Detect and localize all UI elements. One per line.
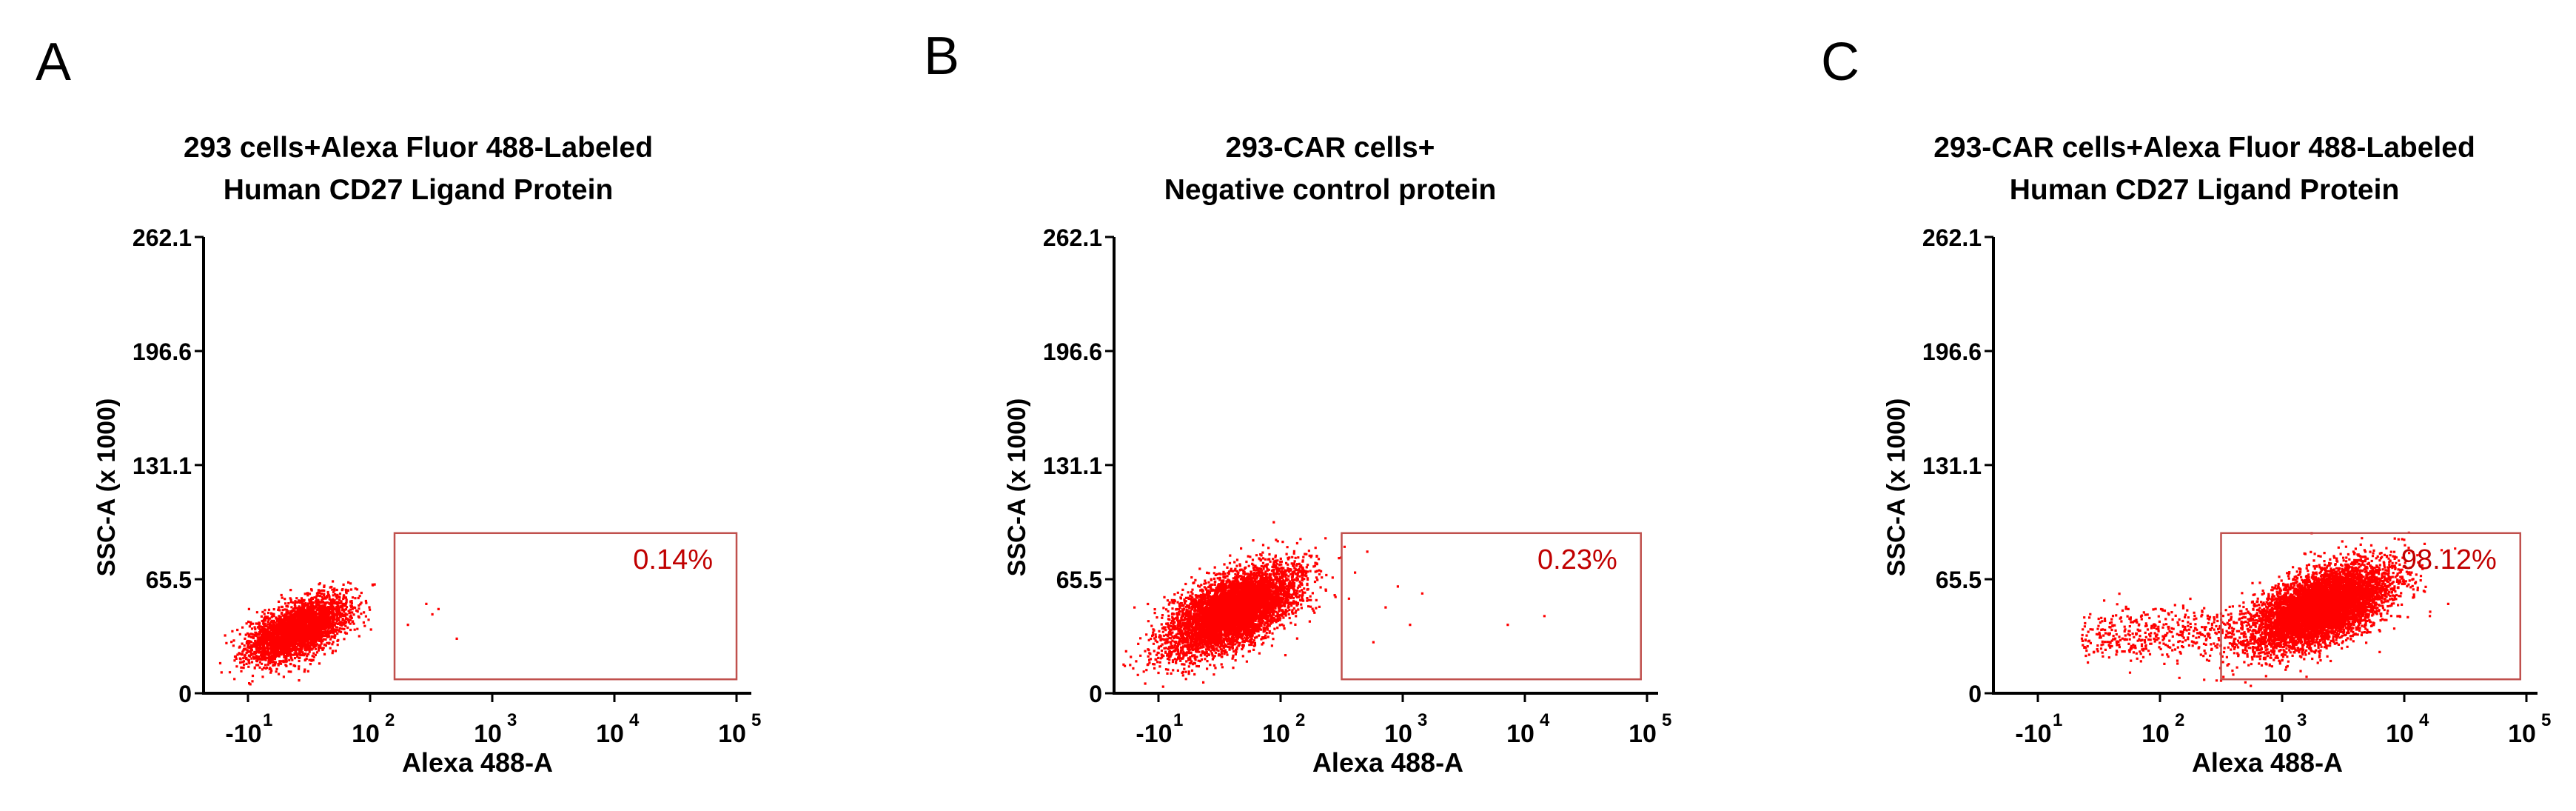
gate-rectangle [393, 532, 738, 681]
panel-b: B 293-CAR cells+ Negative control protei… [924, 27, 1671, 778]
x-tick-label-exponent: 4 [629, 710, 640, 730]
x-tick-label-exponent: 2 [1295, 710, 1305, 730]
y-tick-label: 65.5 [146, 567, 192, 593]
x-tick-label-base: 10 [1262, 720, 1290, 748]
y-tick-label: 262.1 [133, 224, 192, 251]
x-tick-label-base: -10 [2015, 720, 2051, 748]
y-tick-label: 196.6 [1922, 338, 1982, 365]
panel-title-line-1: 293-CAR cells+ [1226, 132, 1435, 164]
x-tick-label-exponent: 1 [2053, 710, 2062, 730]
x-axis-title: Alexa 488-A [402, 747, 553, 778]
x-axis-title: Alexa 488-A [1312, 747, 1463, 778]
x-tick-label-exponent: 1 [1173, 710, 1183, 730]
gate-percentage-label: 0.23% [1537, 544, 1617, 575]
panel-label: C [1821, 33, 1859, 92]
x-tick-label-base: 10 [1629, 720, 1657, 748]
panel-title-line-2: Human CD27 Ligand Protein [224, 174, 614, 206]
x-tick-label-exponent: 2 [2175, 710, 2184, 730]
y-axis-title: SSC-A (x 1000) [93, 398, 121, 577]
x-axis-title: Alexa 488-A [2192, 747, 2343, 778]
x-tick-label-exponent: 5 [2541, 710, 2551, 730]
y-tick-label: 65.5 [1056, 567, 1102, 593]
x-tick-label-base: -10 [1136, 720, 1172, 748]
panel-label: B [924, 27, 959, 86]
gate-rectangle [2220, 532, 2521, 681]
x-tick-label-base: 10 [2141, 720, 2170, 748]
panel-c: C 293-CAR cells+Alexa Fluor 488-Labeled … [1821, 33, 2551, 778]
x-tick-label-base: 10 [718, 720, 746, 748]
gate-percentage-label: 98.12% [2401, 544, 2497, 575]
event-dots [1122, 521, 1546, 688]
x-tick-label-exponent: 5 [1662, 710, 1671, 730]
x-tick-label-base: 10 [596, 720, 624, 748]
y-tick-label: 0 [178, 681, 192, 707]
x-tick-label-base: -10 [225, 720, 261, 748]
x-tick-label-base: 10 [352, 720, 380, 748]
y-tick-label: 196.6 [1043, 338, 1102, 365]
panel-title-line-2: Negative control protein [1164, 174, 1497, 206]
x-tick-label-exponent: 4 [2419, 710, 2429, 730]
y-tick-label: 196.6 [133, 338, 192, 365]
x-tick-label-base: 10 [2264, 720, 2292, 748]
y-tick-label: 0 [1968, 681, 1982, 707]
x-tick-label-exponent: 2 [385, 710, 395, 730]
panel-a: A 293 cells+Alexa Fluor 488-Labeled Huma… [36, 33, 761, 778]
x-tick-label-exponent: 5 [751, 710, 761, 730]
gate-percentage-label: 0.14% [633, 544, 713, 575]
x-tick-label-exponent: 1 [263, 710, 272, 730]
x-tick-label-exponent: 3 [507, 710, 517, 730]
y-tick-label: 262.1 [1922, 224, 1982, 251]
x-tick-label-exponent: 3 [2297, 710, 2307, 730]
gate-rectangle [1341, 532, 1642, 681]
panel-title-line-1: 293-CAR cells+Alexa Fluor 488-Labeled [1933, 132, 2475, 164]
panel-title-line-1: 293 cells+Alexa Fluor 488-Labeled [184, 132, 653, 164]
y-tick-label: 131.1 [133, 453, 192, 479]
y-axis-title: SSC-A (x 1000) [1003, 398, 1031, 577]
event-dots [2080, 531, 2457, 687]
y-axis-title: SSC-A (x 1000) [1882, 398, 1911, 577]
x-tick-label-base: 10 [1384, 720, 1412, 748]
panel-label: A [36, 33, 71, 92]
x-tick-label-base: 10 [474, 720, 502, 748]
y-tick-label: 0 [1089, 681, 1102, 707]
x-tick-label-exponent: 3 [1418, 710, 1427, 730]
x-tick-label-base: 10 [1506, 720, 1534, 748]
y-tick-label: 131.1 [1922, 453, 1982, 479]
x-tick-label-base: 10 [2386, 720, 2414, 748]
y-tick-label: 262.1 [1043, 224, 1102, 251]
x-tick-label-exponent: 4 [1540, 710, 1550, 730]
y-tick-label: 131.1 [1043, 453, 1102, 479]
panel-title-line-2: Human CD27 Ligand Protein [2010, 174, 2400, 206]
x-tick-label-base: 10 [2508, 720, 2536, 748]
y-tick-label: 65.5 [1936, 567, 1982, 593]
event-dots [218, 580, 458, 686]
